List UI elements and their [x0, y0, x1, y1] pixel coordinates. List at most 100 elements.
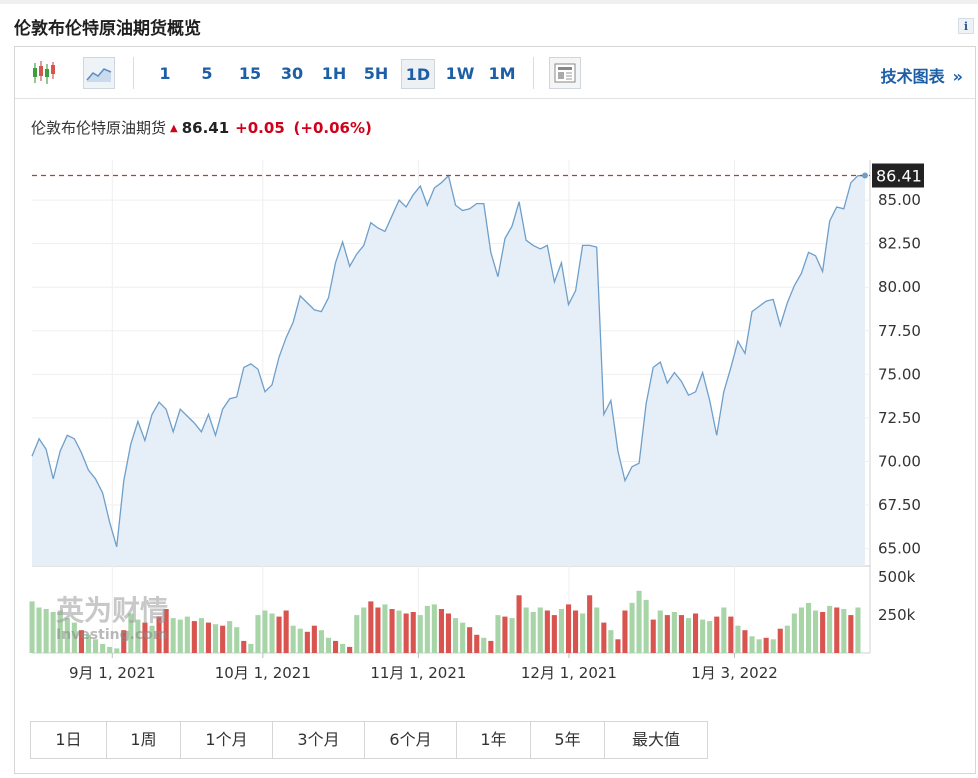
volume-bar — [43, 609, 49, 653]
volume-bar — [523, 607, 529, 653]
volume-bar — [220, 625, 226, 653]
area-chart-icon[interactable] — [83, 57, 115, 89]
volume-tick-label: 500k — [878, 568, 916, 586]
volume-bar — [128, 613, 134, 653]
volume-bar — [650, 619, 656, 653]
page-title: 伦敦布伦特原油期货概览 — [14, 19, 201, 39]
info-icon[interactable]: i — [958, 18, 974, 34]
volume-bar — [820, 612, 826, 653]
volume-bar — [834, 607, 840, 653]
interval-30m[interactable]: 30 — [280, 64, 304, 83]
volume-bar — [798, 607, 804, 653]
volume-bar — [693, 613, 699, 653]
news-layout-icon[interactable] — [549, 57, 581, 89]
interval-1mo[interactable]: 1M — [488, 64, 516, 83]
quote-line: 伦敦布伦特原油期货 ▲ 86.41 +0.05 (+0.06%) — [31, 117, 372, 138]
volume-bar — [417, 615, 423, 653]
volume-bar — [841, 609, 847, 653]
volume-bar — [791, 613, 797, 653]
volume-bar — [551, 615, 557, 653]
volume-bar — [325, 637, 331, 653]
range-1d[interactable]: 1日 — [31, 722, 107, 758]
volume-bar — [424, 605, 430, 653]
volume-bar — [445, 613, 451, 653]
x-tick-label: 11月 1, 2021 — [370, 664, 466, 682]
y-tick-label: 75.00 — [878, 365, 921, 383]
volume-bar — [749, 636, 755, 653]
volume-bar — [714, 616, 720, 653]
range-5y[interactable]: 5年 — [531, 722, 605, 758]
volume-bar — [368, 601, 374, 653]
range-3m[interactable]: 3个月 — [273, 722, 365, 758]
price-area-fill — [32, 175, 865, 566]
volume-bar — [777, 628, 783, 653]
interval-5h[interactable]: 5H — [363, 64, 389, 83]
volume-bar — [234, 627, 240, 653]
watermark-en: Investing.com — [56, 627, 167, 643]
volume-bar — [516, 595, 522, 653]
interval-1m[interactable]: 1 — [159, 64, 171, 83]
interval-1w[interactable]: 1W — [445, 64, 475, 83]
volume-bar — [580, 613, 586, 653]
volume-bar — [558, 609, 564, 653]
technical-chart-link[interactable]: 技术图表 » — [881, 63, 963, 87]
volume-bar — [502, 616, 508, 653]
volume-bar — [608, 630, 614, 653]
price-change: +0.05 — [235, 119, 285, 137]
y-tick-label: 82.50 — [878, 235, 921, 253]
volume-bar — [333, 640, 339, 653]
volume-bar — [403, 613, 409, 653]
volume-bar — [78, 630, 84, 653]
range-1y[interactable]: 1年 — [457, 722, 531, 758]
toolbar-separator — [533, 57, 534, 89]
volume-bar — [678, 615, 684, 653]
volume-bar — [671, 612, 677, 653]
volume-bar — [587, 595, 593, 653]
volume-bar — [283, 610, 289, 653]
volume-bar — [855, 607, 861, 653]
chevron-right-icon: » — [952, 67, 963, 86]
range-1w[interactable]: 1周 — [107, 722, 181, 758]
volume-bar — [276, 616, 282, 653]
interval-5m[interactable]: 5 — [201, 64, 213, 83]
volume-bar — [544, 610, 550, 653]
interval-1d[interactable]: 1D — [401, 59, 435, 89]
volume-bar — [700, 619, 706, 653]
volume-bar — [460, 622, 466, 653]
volume-bar — [255, 615, 261, 653]
price-chart[interactable]: 65.00 67.50 70.00 72.50 75.00 77.50 80.00 82.50… — [0, 0, 978, 720]
volume-bar — [85, 634, 91, 653]
volume-bar — [241, 640, 247, 653]
volume-bar — [262, 610, 268, 653]
volume-bar — [340, 643, 346, 653]
x-tick-label: 10月 1, 2021 — [215, 664, 311, 682]
volume-bar — [135, 619, 141, 653]
volume-bar — [93, 639, 99, 653]
y-tick-label: 85.00 — [878, 191, 921, 209]
watermark-cn: 英为财情 — [56, 594, 168, 627]
volume-bar — [756, 639, 762, 653]
volume-bar — [629, 602, 635, 653]
volume-bar — [50, 612, 56, 653]
volume-bar — [615, 639, 621, 653]
volume-bar — [198, 618, 204, 653]
y-tick-label: 67.50 — [878, 496, 921, 514]
range-1m[interactable]: 1个月 — [181, 722, 273, 758]
volume-bar — [636, 590, 642, 653]
candlestick-chart-icon[interactable] — [29, 57, 61, 89]
top-divider — [0, 0, 978, 4]
interval-15m[interactable]: 15 — [238, 64, 262, 83]
range-6m[interactable]: 6个月 — [365, 722, 457, 758]
volume-bar — [227, 621, 233, 653]
volume-bar — [806, 602, 812, 653]
volume-bar — [594, 607, 600, 653]
volume-bar — [573, 610, 579, 653]
volume-bar — [213, 624, 219, 653]
volume-bar — [707, 621, 713, 653]
up-arrow-icon: ▲ — [170, 123, 178, 134]
interval-1h[interactable]: 1H — [321, 64, 347, 83]
volume-bar — [453, 618, 459, 653]
volume-bar — [163, 609, 169, 653]
volume-bar — [827, 605, 833, 653]
range-max[interactable]: 最大值 — [631, 730, 680, 749]
